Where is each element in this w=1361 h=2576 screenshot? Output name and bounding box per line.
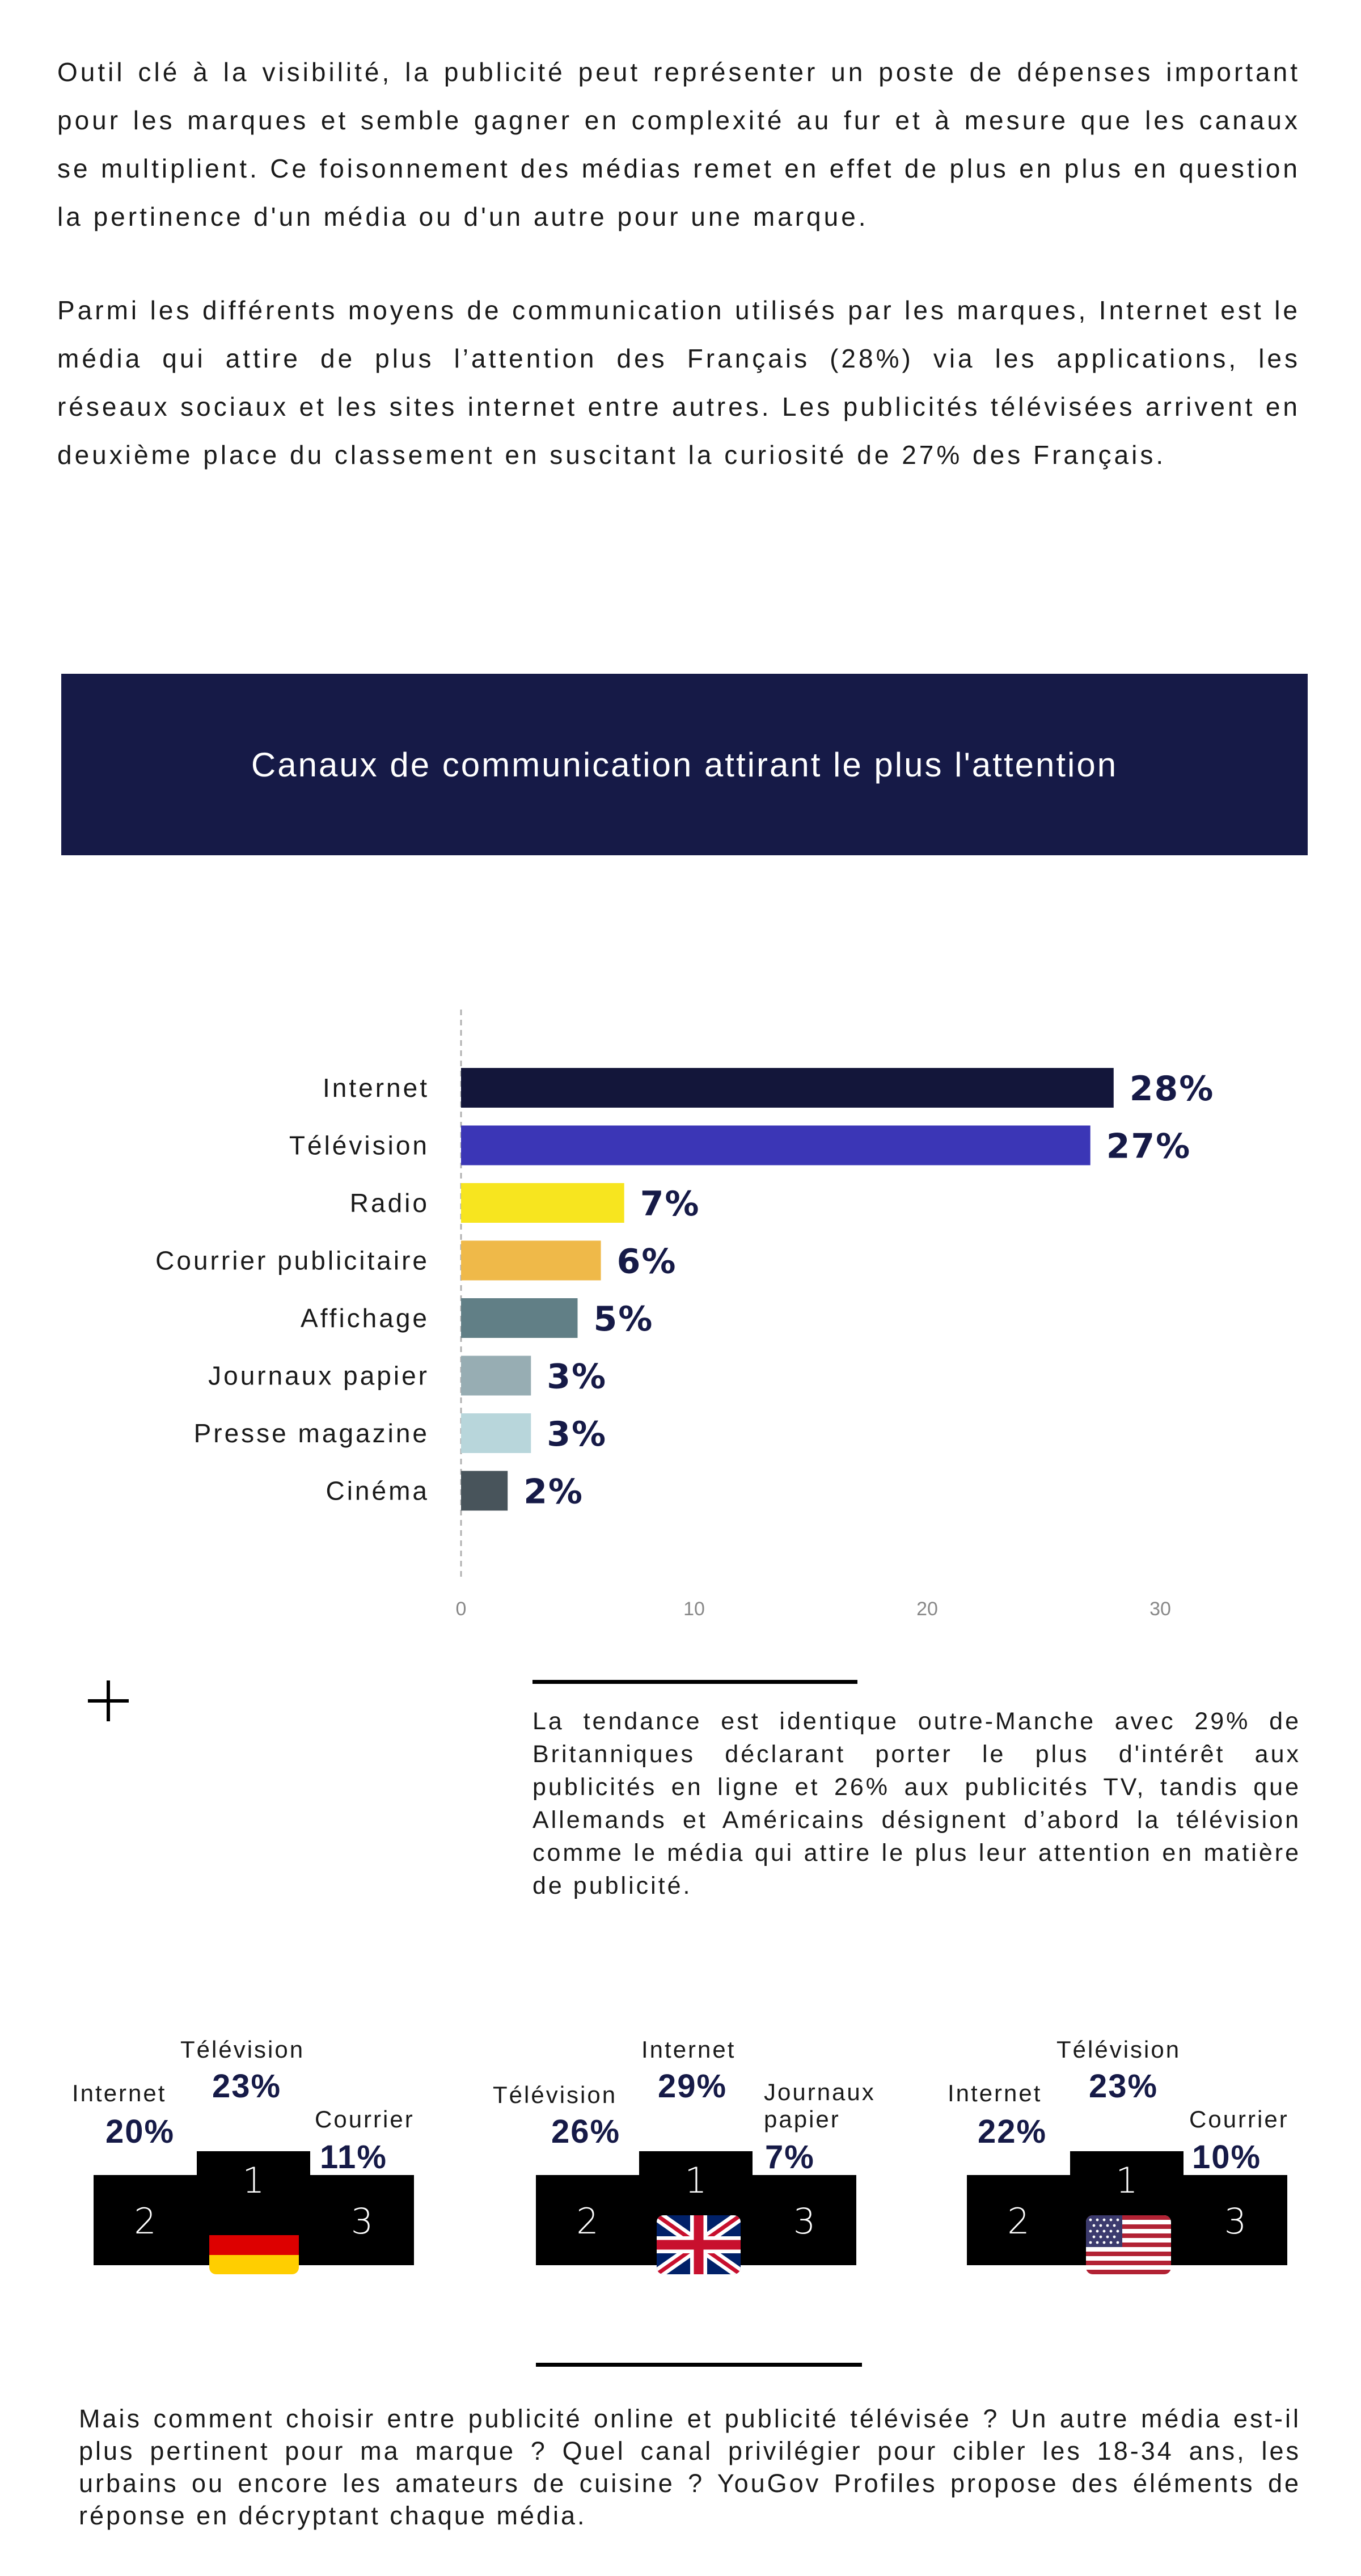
x-tick-label: 20	[916, 1598, 938, 1620]
value-label: 2%	[523, 1472, 584, 1512]
uk-flag-icon	[657, 2215, 741, 2274]
podium-first-pct: 23%	[1089, 2068, 1159, 2105]
aside-text: La tendance est identique outre-Manche a…	[532, 1708, 1301, 1899]
podium-rank-3: 3	[793, 2201, 816, 2242]
podium-rank-1: 1	[242, 2160, 265, 2201]
value-label: 27%	[1106, 1127, 1191, 1167]
category-label: Cinéma	[326, 1476, 429, 1506]
germany-flag-icon	[209, 2215, 299, 2274]
podium-first-pct: 29%	[658, 2068, 728, 2105]
category-label: Télévision	[289, 1131, 429, 1160]
podium-rank-2: 2	[576, 2201, 599, 2242]
value-label: 7%	[640, 1184, 700, 1224]
podium-first-label: Internet	[641, 2036, 736, 2063]
podium-rank-2: 2	[1007, 2201, 1030, 2242]
bar	[461, 1355, 531, 1396]
podium-third-pct: 7%	[765, 2139, 815, 2176]
x-tick-label: 10	[683, 1598, 705, 1620]
category-label: Radio	[350, 1188, 429, 1218]
chart-title: Canaux de communication attirant le plus…	[251, 745, 1118, 784]
x-tick-label: 30	[1149, 1598, 1171, 1620]
bar	[461, 1183, 624, 1223]
podium-first-pct: 23%	[212, 2068, 282, 2105]
value-label: 5%	[594, 1299, 654, 1339]
intro-paragraph-1: Outil clé à la visibilité, la publicité …	[57, 57, 1300, 231]
bar	[461, 1471, 508, 1511]
podium-second-pct: 26%	[551, 2113, 621, 2150]
category-label: Courrier publicitaire	[155, 1246, 429, 1276]
podium-first-label: Télévision	[1056, 2036, 1181, 2063]
usa-flag-icon	[1086, 2215, 1171, 2274]
plus-icon-stem	[107, 1680, 110, 1721]
bar	[461, 1068, 1114, 1108]
podium-top-step	[1070, 2151, 1184, 2185]
podium-usa: Télévision 23% Internet 22% Courrier 10%…	[948, 2036, 1318, 2274]
podium-second-pct: 20%	[105, 2113, 175, 2150]
value-label: 3%	[547, 1414, 607, 1454]
podium-second-label: Internet	[72, 2080, 167, 2106]
category-label: Affichage	[301, 1303, 429, 1333]
bar-chart: Internet 28% Télévision 27% Radio 7% Courrier …	[155, 1010, 1215, 1620]
category-label: Internet	[323, 1073, 429, 1103]
podium-rank-1: 1	[684, 2160, 707, 2201]
value-label: 3%	[547, 1357, 607, 1397]
divider-top	[532, 1680, 857, 1684]
chart-title-banner: Canaux de communication attirant le plus…	[61, 674, 1308, 855]
podium-first-label: Télévision	[180, 2036, 305, 2063]
podium-rank-2: 2	[134, 2201, 157, 2242]
podium-third-label: Courrier	[315, 2106, 415, 2132]
closing-text: Mais comment choisir entre publicité onl…	[79, 2404, 1301, 2530]
x-tick-label: 0	[456, 1598, 467, 1620]
value-label: 6%	[617, 1242, 677, 1282]
podium-third-pct: 10%	[1192, 2139, 1262, 2176]
category-label: Journaux papier	[208, 1361, 429, 1391]
divider-bottom	[536, 2363, 862, 2367]
podium-second-pct: 22%	[978, 2113, 1047, 2150]
bar	[461, 1240, 601, 1281]
podium-third-label: Journaux papier	[764, 2079, 876, 2132]
value-label: 28%	[1130, 1069, 1215, 1109]
podium-third-pct: 11%	[320, 2139, 387, 2176]
podium-rank-1: 1	[1115, 2160, 1138, 2201]
category-label: Presse magazine	[194, 1418, 429, 1448]
podium-rank-3: 3	[1224, 2201, 1247, 2242]
podium-top-step	[197, 2151, 310, 2185]
bar	[461, 1298, 578, 1338]
podium-second-label: Télévision	[493, 2081, 618, 2108]
bar	[461, 1413, 531, 1453]
podium-uk: Internet 29% Télévision 26% Journaux pap…	[493, 2036, 887, 2274]
podium-top-step	[639, 2151, 753, 2185]
podium-third-label: Courrier	[1189, 2106, 1289, 2132]
podium-germany: Télévision 23% Internet 20% Courrier 11%…	[72, 2036, 445, 2274]
intro-paragraph-2: Parmi les différents moyens de communica…	[57, 295, 1300, 470]
podium-rank-3: 3	[350, 2201, 374, 2242]
bar	[461, 1125, 1091, 1165]
podium-second-label: Internet	[948, 2080, 1042, 2106]
